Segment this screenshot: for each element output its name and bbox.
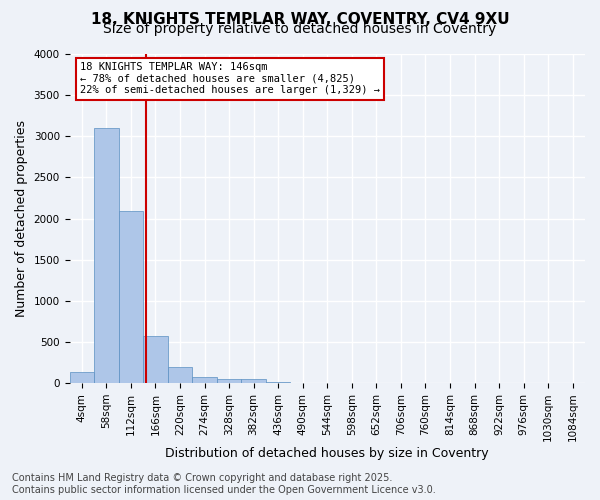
X-axis label: Distribution of detached houses by size in Coventry: Distribution of detached houses by size … [166, 447, 489, 460]
Text: 18, KNIGHTS TEMPLAR WAY, COVENTRY, CV4 9XU: 18, KNIGHTS TEMPLAR WAY, COVENTRY, CV4 9… [91, 12, 509, 28]
Bar [168, 366, 192, 383]
Bar [217, 378, 241, 383]
Text: 18 KNIGHTS TEMPLAR WAY: 146sqm
← 78% of detached houses are smaller (4,825)
22% : 18 KNIGHTS TEMPLAR WAY: 146sqm ← 78% of … [80, 62, 380, 96]
Y-axis label: Number of detached properties: Number of detached properties [15, 120, 28, 317]
Bar [266, 382, 290, 383]
Bar [241, 380, 266, 383]
Bar [143, 336, 168, 383]
Bar [192, 377, 217, 383]
Text: Size of property relative to detached houses in Coventry: Size of property relative to detached ho… [103, 22, 497, 36]
Bar [94, 128, 119, 383]
Bar [70, 372, 94, 383]
Text: Contains HM Land Registry data © Crown copyright and database right 2025.
Contai: Contains HM Land Registry data © Crown c… [12, 474, 436, 495]
Bar [119, 211, 143, 383]
